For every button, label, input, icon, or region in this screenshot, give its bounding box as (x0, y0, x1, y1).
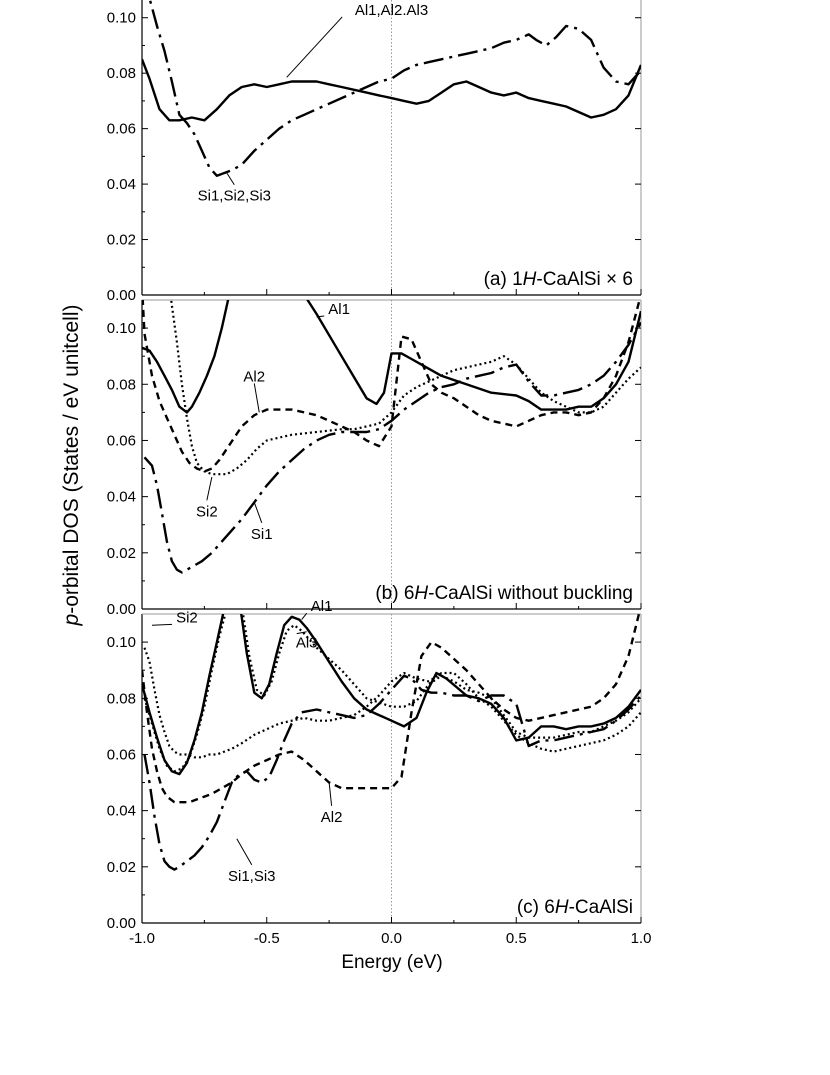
series-line-al1 (142, 300, 641, 414)
annotation-leader (236, 838, 253, 866)
annotation-label: Si2 (176, 609, 198, 626)
panel-title: (c) 6H-CaAlSi (517, 897, 633, 918)
panel-title-part: (a) 1 (484, 269, 523, 290)
series-line-al3 (143, 614, 641, 773)
y-tick-label: 0.00 (107, 915, 136, 932)
series-line-al1 (142, 614, 641, 776)
series-group (142, 300, 641, 574)
panel-title-part: H (414, 583, 428, 604)
series-line-al2 (142, 300, 641, 473)
annotation-leader (253, 502, 263, 523)
annotation-label: Si1,Si2,Si3 (198, 188, 271, 205)
x-tick-label: 0.5 (506, 930, 527, 947)
annotation-label: Si1,Si3 (228, 868, 276, 885)
y-tick-label: 0.08 (107, 376, 136, 393)
annotation-leader (296, 631, 307, 635)
y-tick-label: 0.06 (107, 746, 136, 763)
series-line-si1-si3 (143, 674, 641, 871)
y-tick-label: 0.04 (107, 489, 136, 506)
y-tick-label: 0.06 (107, 432, 136, 449)
y-tick-label: 0.04 (107, 803, 136, 820)
y-tick-label: 0.02 (107, 232, 136, 249)
x-tick-label: -1.0 (129, 930, 155, 947)
annotation-leader (151, 623, 173, 626)
x-tick-label: -0.5 (254, 930, 280, 947)
annotation-label: Al1 (311, 598, 333, 615)
x-tick-label: 1.0 (631, 930, 652, 947)
series-group (142, 0, 641, 177)
series-line-si2 (143, 647, 641, 759)
panel-title-part: -CaAlSi without buckling (428, 583, 633, 604)
y-tick-label: 0.10 (107, 634, 136, 651)
y-axis-label-rest: -orbital DOS (States / eV unitcell) (60, 305, 83, 614)
annotation-leader (286, 16, 343, 78)
panel-title: (b) 6H-CaAlSi without buckling (375, 583, 633, 604)
y-tick-label: 0.02 (107, 545, 136, 562)
series-line-al2 (142, 614, 641, 804)
panel-c: 0.00 0.02 0.04 0.06 0.08 0.10 -1.0 -0.5 0.0 0.5 1.… (107, 598, 652, 947)
y-axis-label: p-orbital DOS (States / eV unitcell) (60, 305, 83, 627)
x-axis-label: Energy (eV) (341, 952, 442, 973)
panel-title-part: -CaAlSi × 6 (536, 269, 633, 290)
annotation-label: Al3 (296, 635, 318, 652)
annotation-leader (301, 612, 308, 620)
series-line-curve-1 (148, 0, 641, 177)
panel-title-part: -CaAlSi (569, 897, 633, 918)
panel-title-part: H (523, 269, 537, 290)
annotation-leader (328, 782, 333, 806)
annotation-label: Si1 (251, 526, 273, 543)
panels-group: 0.00 0.02 0.04 0.06 0.08 0.10 Al1,Al2.Al3 Si1,S… (107, 0, 652, 947)
series-group (142, 614, 641, 871)
y-tick-label: 0.08 (107, 690, 136, 707)
y-tick-label: 0.10 (107, 320, 136, 337)
annotation-leader (206, 476, 213, 501)
annotation-leader (253, 383, 260, 413)
y-tick-label: 0.00 (107, 287, 136, 304)
series-line-si1 (143, 321, 641, 574)
y-tick-label: 0.10 (107, 10, 136, 27)
panel-title: (a) 1H-CaAlSi × 6 (484, 269, 633, 290)
annotation-leader (226, 172, 235, 185)
annotation-label: Si2 (196, 503, 218, 520)
annotation-leader (316, 315, 325, 318)
y-tick-label: 0.08 (107, 65, 136, 82)
y-tick-label: 0.02 (107, 859, 136, 876)
annotation-label: Al1,Al2.Al3 (355, 2, 428, 19)
y-axis-label-italic: p (60, 614, 83, 627)
panel-title-part: H (555, 897, 569, 918)
y-tick-label: 0.04 (107, 176, 136, 193)
x-tick-label: 0.0 (381, 930, 402, 947)
annotation-label: Al2 (243, 368, 265, 385)
panel-b: 0.00 0.02 0.04 0.06 0.08 0.10 Al1 Al2 Si2 Si1 (b) … (107, 299, 642, 618)
annotation-label: Al1 (328, 301, 350, 318)
annotation-label: Al2 (321, 809, 343, 826)
series-line-si2 (170, 300, 641, 476)
y-tick-label: 0.00 (107, 601, 136, 618)
panel-a: 0.00 0.02 0.04 0.06 0.08 0.10 Al1,Al2.Al3 Si1,S… (107, 0, 642, 304)
panel-title-part: (c) 6 (517, 897, 555, 918)
panel-title-part: (b) 6 (375, 583, 414, 604)
series-line-curve-0 (142, 58, 641, 122)
y-tick-label: 0.06 (107, 121, 136, 138)
